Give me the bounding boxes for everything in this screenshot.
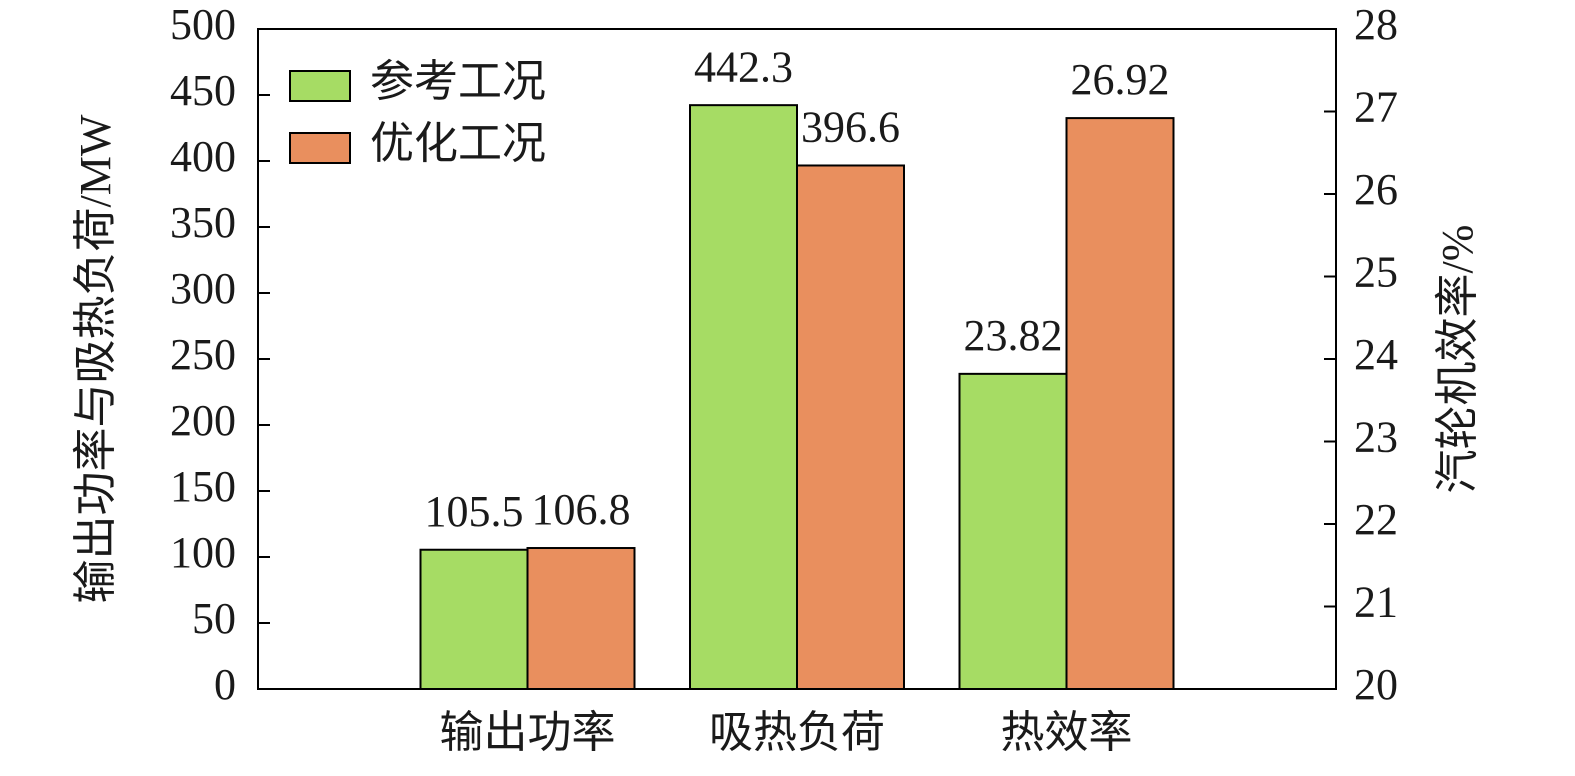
y-tick-label: 100	[170, 528, 236, 577]
y2-tick-label: 27	[1354, 83, 1398, 132]
legend-swatch	[289, 132, 351, 164]
x-tick-label: 输出功率	[440, 708, 616, 757]
bar	[1065, 117, 1175, 691]
y2-tick-label: 20	[1354, 660, 1398, 709]
data-label: 105.5	[425, 487, 524, 536]
x-tick-label: 吸热负荷	[709, 708, 885, 757]
y2-tick-label: 24	[1354, 330, 1398, 379]
bar	[796, 164, 905, 691]
data-label: 106.8	[532, 485, 631, 534]
legend-label: 优化工况	[370, 119, 546, 168]
y-tick-label: 200	[170, 396, 236, 445]
legend-swatch	[289, 70, 351, 102]
y-tick-label: 300	[170, 264, 236, 313]
y-tick-label: 50	[192, 594, 236, 643]
data-label: 442.3	[694, 42, 793, 91]
data-label: 26.92	[1071, 55, 1170, 104]
y-tick-label: 350	[170, 198, 236, 247]
y2-tick-label: 22	[1354, 495, 1398, 544]
data-label: 23.82	[964, 311, 1063, 360]
bar	[689, 104, 798, 690]
y2-tick-label: 25	[1354, 248, 1398, 297]
y-tick-label: 500	[170, 0, 236, 49]
y-tick-label: 400	[170, 132, 236, 181]
bar	[419, 548, 529, 690]
x-tick-label: 热效率	[1001, 708, 1133, 757]
y2-tick-label: 21	[1354, 578, 1398, 627]
bar	[526, 547, 636, 690]
y-tick-label: 450	[170, 66, 236, 115]
bar	[958, 372, 1068, 690]
legend-label: 参考工况	[370, 57, 546, 106]
y2-tick-label: 26	[1354, 165, 1398, 214]
y2-tick-label: 23	[1354, 413, 1398, 462]
y2-tick-label: 28	[1354, 0, 1398, 49]
y2-axis-title: 汽轮机效率/%	[1433, 225, 1482, 494]
data-label: 396.6	[801, 103, 900, 152]
y-tick-label: 0	[214, 660, 236, 709]
y-tick-label: 250	[170, 330, 236, 379]
y-axis-title: 输出功率与吸热负荷/MW	[71, 114, 120, 603]
y-tick-label: 150	[170, 462, 236, 511]
